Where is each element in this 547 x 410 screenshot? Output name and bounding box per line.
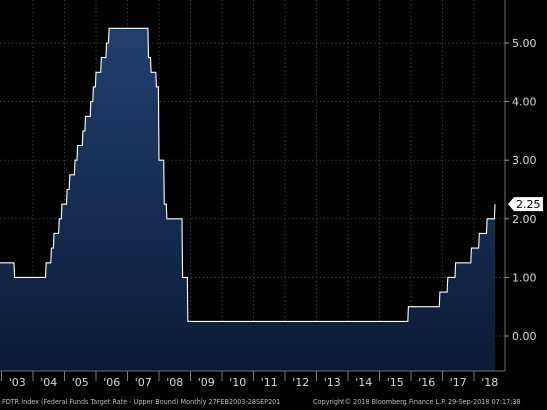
y-tick-label: 4.00 <box>512 96 537 109</box>
x-tick-label: '13 <box>324 376 341 389</box>
x-tick-label: '11 <box>261 376 278 389</box>
x-tick-label: '16 <box>418 376 435 389</box>
chart-footer: FDTR Index (Federal Funds Target Rate - … <box>0 394 547 410</box>
y-tick-label: 1.00 <box>512 271 537 284</box>
copyright-text: Copyright© 2018 Bloomberg Finance L.P. <box>313 397 447 406</box>
y-tick-label: 2.00 <box>512 213 537 226</box>
y-tick-label: 3.00 <box>512 154 537 167</box>
x-tick-label: '03 <box>9 376 26 389</box>
x-tick-label: '15 <box>387 376 404 389</box>
last-value-text: 2.25 <box>516 198 541 211</box>
x-tick-label: '14 <box>355 376 372 389</box>
y-axis-ticks: 0.00 1.00 2.00 3.00 4.00 5.00 <box>505 37 537 343</box>
y-tick-label: 0.00 <box>512 330 537 343</box>
x-tick-label: '06 <box>103 376 120 389</box>
x-tick-label: '17 <box>450 376 467 389</box>
x-tick-label: '04 <box>40 376 57 389</box>
x-tick-label: '09 <box>198 376 215 389</box>
y-tick-label: 5.00 <box>512 37 537 50</box>
x-tick-label: '10 <box>229 376 246 389</box>
x-axis-ticks: '03 '04 '05 '06 '07 '08 '09 '10 '11 '12 '13 '14 '15 '… <box>1 371 498 389</box>
timestamp-text: 29-Sep-2018 07:17:38 <box>448 397 521 406</box>
x-tick-label: '08 <box>166 376 183 389</box>
area-fill <box>0 28 495 372</box>
last-value-label: 2.25 <box>508 197 543 212</box>
last-value-badge <box>508 197 543 212</box>
x-tick-label: '05 <box>72 376 89 389</box>
x-tick-label: '07 <box>135 376 152 389</box>
index-description: FDTR Index (Federal Funds Target Rate - … <box>2 397 281 406</box>
x-tick-label: '12 <box>292 376 309 389</box>
series-line <box>0 27 496 322</box>
x-tick-label: '18 <box>481 376 498 389</box>
